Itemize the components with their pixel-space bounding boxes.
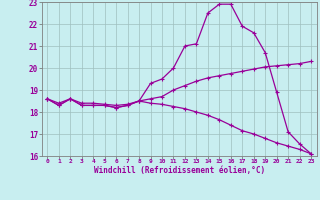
X-axis label: Windchill (Refroidissement éolien,°C): Windchill (Refroidissement éolien,°C) <box>94 166 265 175</box>
